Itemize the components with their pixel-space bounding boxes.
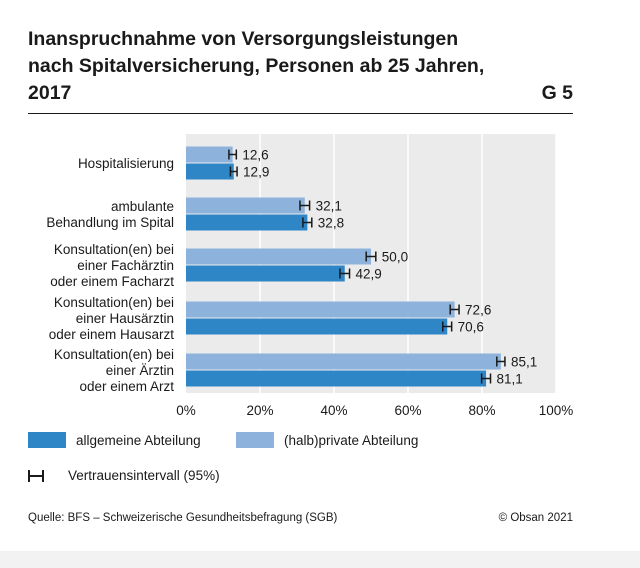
- legend-row-series: allgemeine Abteilung (halb)private Abtei…: [28, 432, 418, 448]
- data-label: 12,9: [243, 165, 269, 180]
- category-label: Konsultation(en) bei einer Ärztin oder ein…: [54, 347, 174, 394]
- category-label: Konsultation(en) bei einer Fachärztin oder…: [50, 242, 174, 289]
- source-note: Quelle: BFS – Schweizerische Gesundheits…: [28, 512, 338, 524]
- category-label-line: einer Ärztin: [106, 363, 174, 378]
- category-label-line: einer Fachärztin: [77, 258, 174, 273]
- bar-private-3: [186, 301, 455, 318]
- bar-general-3: [186, 318, 448, 335]
- category-label-line: oder einem Hausarzt: [49, 327, 175, 342]
- legend-label-general: allgemeine Abteilung: [76, 432, 201, 448]
- bar-general-1: [186, 214, 308, 231]
- category-label-line: ambulante: [111, 199, 174, 214]
- data-label: 32,1: [316, 199, 342, 214]
- category-label-line: einer Hausärztin: [76, 311, 174, 326]
- x-tick-label: 20%: [246, 403, 273, 418]
- figure-number: G 5: [541, 82, 573, 104]
- x-tick-label: 100%: [539, 403, 574, 418]
- data-label: 70,6: [458, 320, 484, 335]
- title-line-3: 2017: [28, 82, 72, 104]
- category-label: ambulante Behandlung im Spital: [46, 199, 174, 230]
- title-line-2: nach Spitalversicherung, Personen ab 25 …: [28, 55, 485, 77]
- data-label: 12,6: [242, 148, 268, 163]
- category-label-line: Hospitalisierung: [78, 156, 174, 171]
- bottom-band: [0, 551, 640, 568]
- title-divider: [28, 113, 573, 114]
- x-tick-label: 80%: [468, 403, 495, 418]
- data-label: 50,0: [382, 250, 408, 265]
- bar-private-2: [186, 248, 371, 265]
- category-label-line: Behandlung im Spital: [46, 215, 174, 230]
- x-tick-label: 40%: [320, 403, 347, 418]
- bar-general-4: [186, 370, 487, 387]
- legend-swatch-general: [28, 432, 66, 448]
- data-label: 72,6: [465, 303, 491, 318]
- category-label: Konsultation(en) bei einer Hausärztin oder…: [49, 295, 175, 342]
- data-label: 81,1: [497, 372, 523, 387]
- copyright: © Obsan 2021: [498, 512, 573, 524]
- bar-private-4: [186, 353, 501, 370]
- bar-private-1: [186, 197, 305, 214]
- category-label-line: Konsultation(en) bei: [54, 242, 174, 257]
- legend-label-private: (halb)private Abteilung: [284, 432, 419, 448]
- bar-chart: 12,6 32,1 50,0 72,6 85,1 12,9 32,8 42,9 70,6 81,1…: [46, 134, 574, 418]
- legend-label-ci: Vertrauensintervall (95%): [68, 468, 220, 483]
- data-label: 85,1: [511, 355, 537, 370]
- category-label-line: Konsultation(en) bei: [54, 347, 174, 362]
- title-line-1: Inanspruchnahme von Versorgungsleistunge…: [28, 28, 459, 50]
- bar-general-2: [186, 265, 345, 282]
- category-label-line: oder einem Arzt: [79, 379, 174, 394]
- data-label: 42,9: [356, 267, 382, 282]
- data-label: 32,8: [318, 216, 344, 231]
- x-tick-label: 60%: [394, 403, 421, 418]
- category-label-line: Konsultation(en) bei: [54, 295, 174, 310]
- legend-row-ci: Vertrauensintervall (95%): [28, 468, 220, 483]
- legend-swatch-private: [236, 432, 274, 448]
- confidence-interval-icon: [28, 469, 44, 482]
- chart-title: Inanspruchnahme von Versorgungsleistunge…: [28, 26, 498, 107]
- bar-general-0: [186, 163, 234, 180]
- x-tick-label: 0%: [176, 403, 196, 418]
- footer: Quelle: BFS – Schweizerische Gesundheits…: [28, 512, 573, 524]
- bar-private-0: [186, 146, 233, 163]
- category-label-line: oder einem Facharzt: [50, 274, 174, 289]
- category-label: Hospitalisierung: [78, 156, 174, 171]
